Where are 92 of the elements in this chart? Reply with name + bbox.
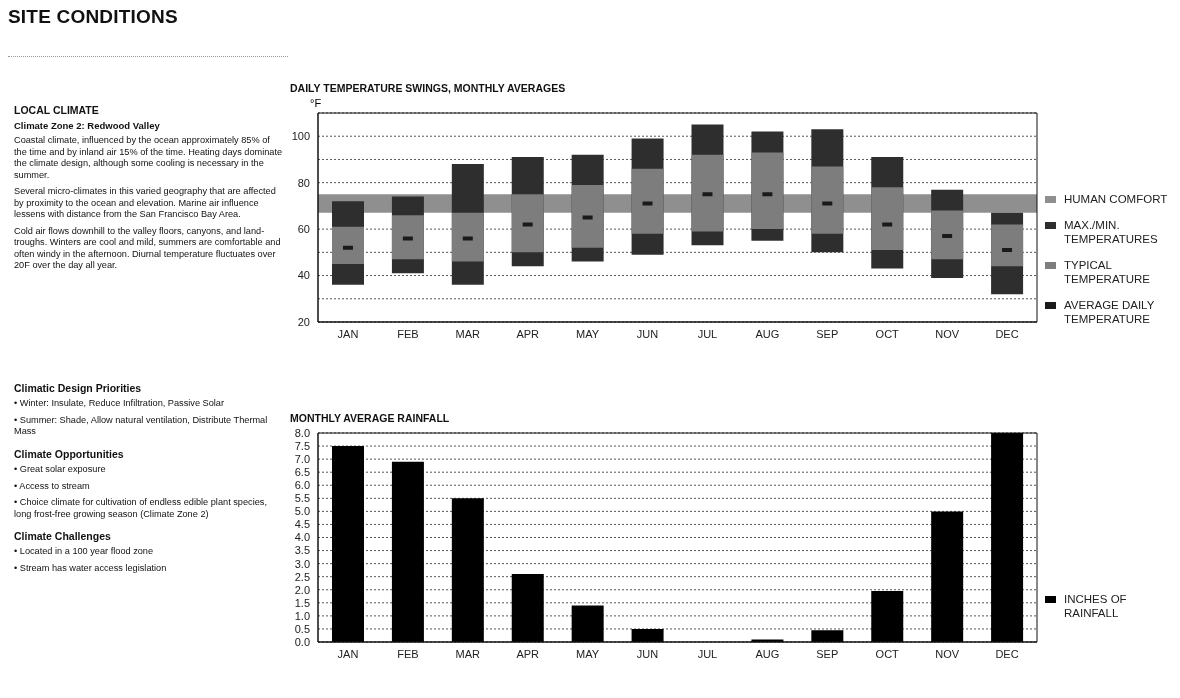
text: • Located in a 100 year flood zone [14, 546, 155, 558]
bar [391, 461, 424, 642]
x-tick-label: FEB [397, 647, 419, 660]
chart-title: DAILY TEMPERATURE SWINGS, MONTHLY AVERAGES [290, 82, 567, 96]
y-tick-label: 100 [291, 130, 310, 143]
bar [571, 605, 604, 642]
y-tick-label: 20 [297, 315, 310, 328]
y-tick-label: 2.0 [294, 583, 310, 596]
x-tick-label: OCT [875, 327, 900, 340]
text: Climate Opportunities [14, 448, 125, 460]
x-tick-label: JUL [697, 327, 718, 340]
bar [511, 574, 544, 642]
x-tick-label: MAY [576, 327, 600, 340]
bar [631, 628, 664, 642]
x-tick-label: JUN [636, 647, 659, 660]
text: • Stream has water access legislation [14, 562, 168, 574]
y-tick-label: 5.5 [294, 492, 310, 505]
legend-label: AVERAGE DAILY TEMPERATURE [1064, 298, 1156, 326]
x-tick-label: SEP [816, 327, 839, 340]
band-label: HUMAN COMFORT [1064, 192, 1169, 206]
text: • Choice climate for cultivation of endless edible plant species, long frost-free growing season (Climate Zone 2) [14, 497, 268, 520]
y-tick-label: 40 [297, 269, 310, 282]
y-tick-label: 6.0 [294, 479, 310, 492]
y-tick-label: 2.5 [294, 570, 310, 583]
y-tick-label: 6.5 [294, 466, 310, 479]
bar [991, 433, 1024, 642]
text: Climate Challenges [14, 530, 112, 542]
legend-label: MAX./MIN. TEMPERATURES [1064, 218, 1159, 246]
x-tick-label: JUN [636, 327, 659, 340]
x-tick-label: NOV [935, 327, 960, 340]
text: • Summer: Shade, Allow natural ventilation, Distribute Thermal Mass [14, 414, 269, 438]
x-tick-label: APR [516, 327, 540, 340]
y-tick-label: 0.5 [294, 622, 310, 635]
bar [451, 212, 484, 262]
text: SITE CONDITIONS [8, 6, 288, 57]
x-tick-label: JAN [337, 327, 359, 340]
x-tick-label: MAR [455, 327, 481, 340]
y-tick-label: 80 [297, 176, 310, 189]
legend-label: INCHES OF RAINFALL [1064, 592, 1128, 620]
x-tick-label: APR [516, 647, 540, 660]
bar [811, 166, 844, 234]
bar [751, 152, 784, 230]
x-tick-label: NOV [935, 647, 960, 660]
text: Several micro-climates in this varied geography that are affected by proximity to the ocean and elevation. Marine air influence lessens with distance from the San Francisco Bay Area. [14, 186, 277, 221]
chart-title: MONTHLY AVERAGE RAINFALL [290, 412, 451, 426]
bar [391, 215, 424, 260]
bar [991, 224, 1024, 267]
bar [511, 194, 544, 253]
x-tick-label: DEC [995, 647, 1019, 660]
bar [811, 630, 844, 642]
y-axis-title: °F [310, 97, 323, 109]
text: • Access to stream [14, 480, 91, 492]
y-tick-label: 60 [297, 223, 310, 236]
x-tick-label: OCT [875, 647, 900, 660]
text: Climate Zone 2: Redwood Valley [14, 120, 161, 131]
bar [871, 591, 904, 642]
x-tick-label: MAY [576, 647, 600, 660]
text: • Winter: Insulate, Reduce Infiltration, Passive Solar [14, 398, 226, 410]
x-tick-label: MAR [455, 647, 481, 660]
text: • Great solar exposure [14, 464, 107, 476]
x-tick-label: AUG [755, 647, 780, 660]
bar [931, 511, 964, 642]
x-tick-label: JAN [337, 647, 359, 660]
bar [691, 154, 724, 232]
y-tick-label: 1.5 [294, 596, 310, 609]
y-tick-label: 7.0 [294, 453, 310, 466]
bar [631, 168, 664, 234]
bar [931, 210, 964, 260]
text: Climatic Design Priorities [14, 382, 143, 394]
y-tick-label: 5.0 [294, 505, 310, 518]
y-tick-label: 4.5 [294, 518, 310, 531]
bar [871, 187, 904, 251]
text: Coastal climate, influenced by the ocean approximately 85% of the time and by inland air 15% of the time. Heating days dominate the climate design, although some cooling is necessary in the summer. [14, 135, 284, 181]
y-tick-label: 3.0 [294, 557, 310, 570]
y-tick-label: 8.0 [294, 426, 310, 439]
x-tick-label: SEP [816, 647, 839, 660]
y-tick-label: 3.5 [294, 544, 310, 557]
legend-label: TYPICAL TEMPERATURE [1064, 258, 1152, 286]
y-tick-label: 1.0 [294, 609, 310, 622]
x-tick-label: JUL [697, 647, 718, 660]
x-tick-label: AUG [755, 327, 780, 340]
bar [451, 498, 484, 642]
y-tick-label: 4.0 [294, 531, 310, 544]
text: LOCAL CLIMATE [14, 104, 100, 116]
bar [332, 226, 364, 264]
y-tick-label: 7.5 [294, 439, 310, 452]
bar [571, 184, 604, 248]
x-tick-label: FEB [397, 327, 419, 340]
y-tick-label: 0.0 [294, 635, 310, 648]
bar [332, 446, 364, 642]
text: Cold air flows downhill to the valley floors, canyons, and land-troughs. Winters are cool and mild, summers are comfortable and often windy in the afternoon. Diurnal temperature fluctuates over 20F over the day all year. [14, 225, 282, 272]
x-tick-label: DEC [995, 327, 1019, 340]
